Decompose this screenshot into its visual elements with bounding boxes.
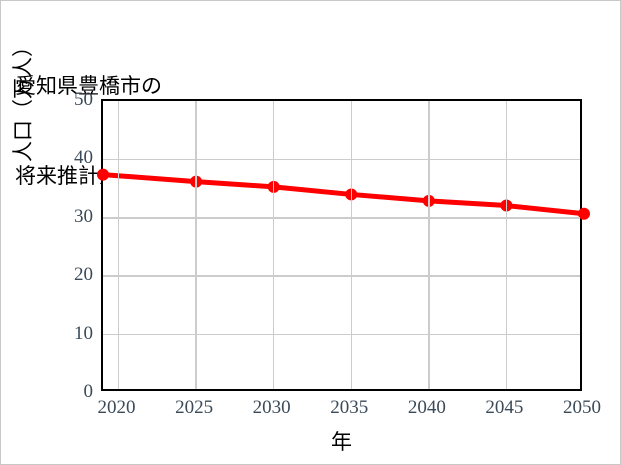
- x-axis-tick-label: 2050: [563, 397, 601, 418]
- x-axis-title: 年: [331, 430, 352, 454]
- chart-title-line-1: 愛知県豊橋市の: [15, 74, 162, 98]
- y-axis-title: 人口（万人）: [11, 36, 35, 162]
- x-axis-tick-label: 2025: [175, 397, 214, 418]
- y-axis-tick-label: 40: [74, 147, 93, 169]
- gridline-horizontal: [103, 275, 580, 277]
- gridline-vertical: [117, 101, 120, 389]
- y-axis-tick-label: 30: [74, 205, 93, 227]
- y-axis-tick-labels: 0 10 20 30 40 50: [55, 90, 93, 401]
- plot-area: [97, 99, 590, 391]
- gridline-vertical: [428, 101, 430, 389]
- y-axis-tick-label: 0: [83, 381, 94, 402]
- series-line: [100, 172, 587, 217]
- y-axis-tick-label: 50: [74, 89, 93, 110]
- gridline-horizontal: [103, 158, 580, 161]
- x-axis-tick-label: 2020: [97, 397, 136, 418]
- gridline-horizontal: [103, 217, 580, 219]
- series-line-chart: [97, 168, 590, 220]
- x-axis-tick-label: 2045: [485, 397, 524, 418]
- gridline-horizontal: [103, 333, 580, 336]
- gridline-vertical: [505, 101, 508, 389]
- x-axis-tick-labels: 2020 2025 2030 2035 2040 2045 2050: [97, 397, 601, 424]
- x-axis-tick-label: 2040: [407, 397, 446, 418]
- x-axis-tick-label: 2030: [252, 397, 291, 418]
- gridline-vertical: [272, 101, 275, 389]
- x-axis-tick-label: 2035: [330, 397, 369, 418]
- gridline-vertical: [195, 101, 197, 389]
- gridline-vertical: [350, 101, 352, 389]
- y-axis-tick-label: 10: [74, 322, 93, 344]
- y-axis-tick-label: 20: [74, 264, 93, 286]
